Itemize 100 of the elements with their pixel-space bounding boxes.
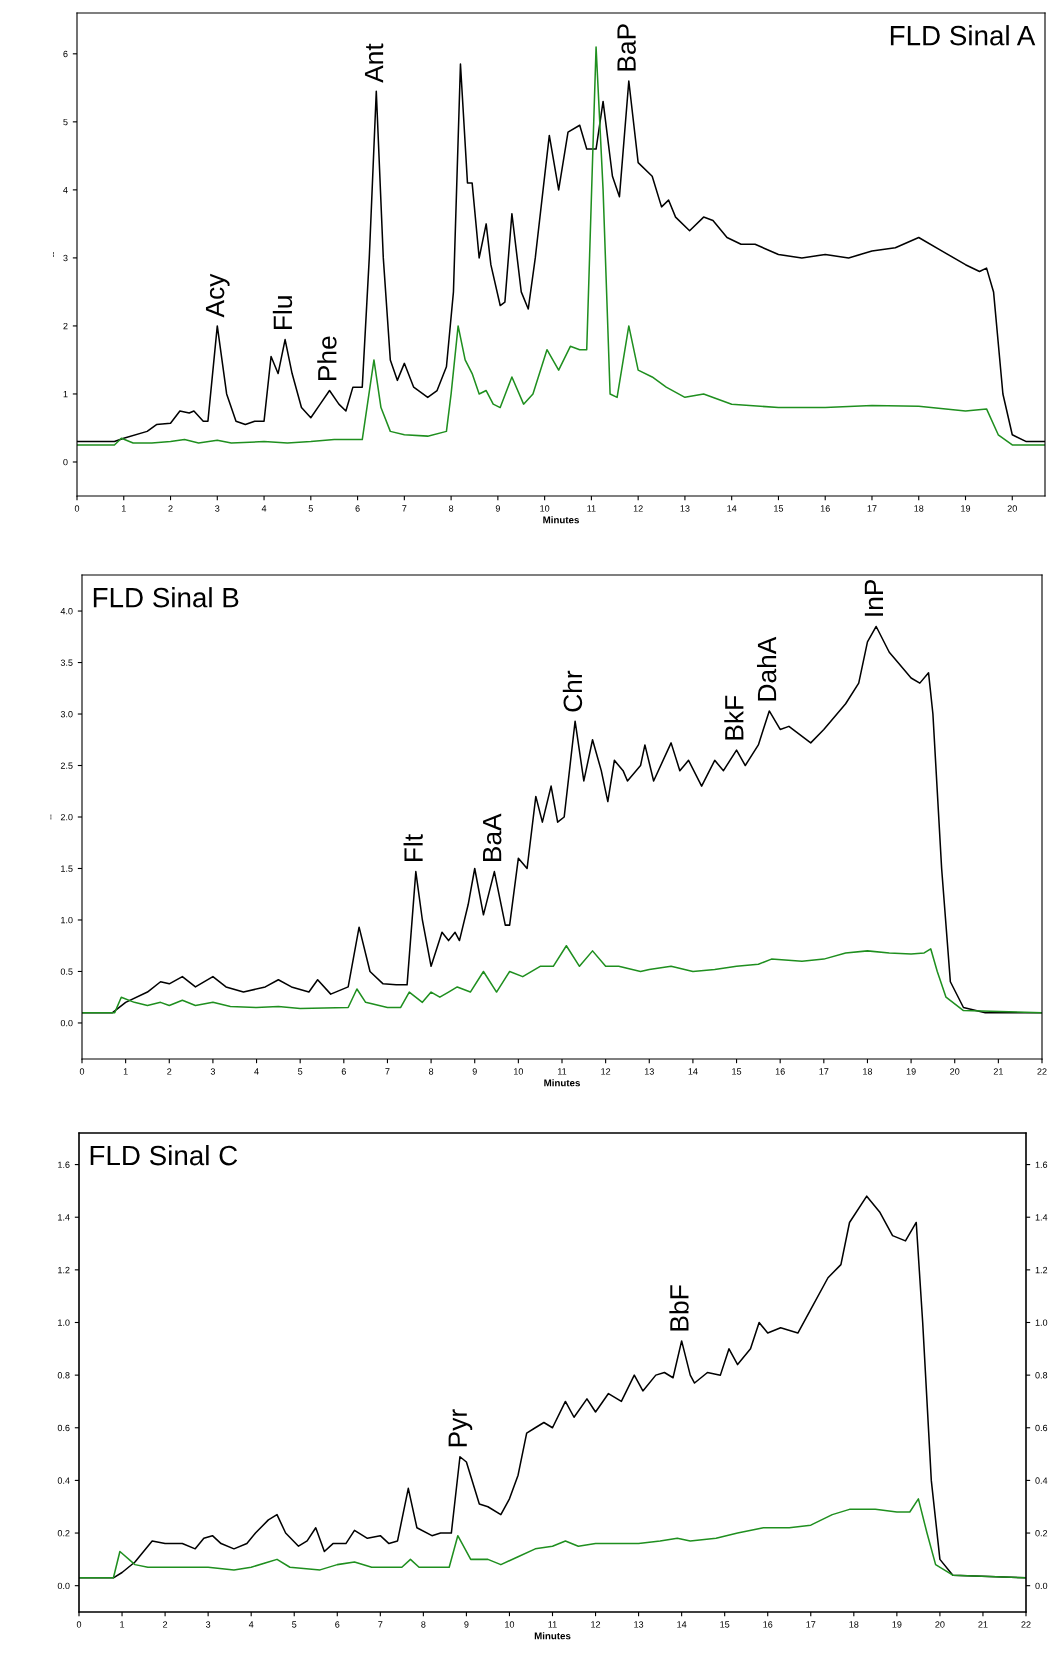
y-tick-label: 0	[63, 458, 68, 466]
annotation: DahA	[756, 636, 777, 701]
y-tick-label: 1.6	[58, 1161, 70, 1168]
y-tick-label: 3	[63, 254, 68, 262]
x-tick-label: 4	[248, 1621, 254, 1628]
x-tick-label: 0	[79, 1068, 85, 1075]
x-tick-label: 9	[472, 1068, 477, 1075]
x-tick-label: 1	[121, 505, 126, 512]
x-tick-label: 7	[378, 1621, 383, 1628]
y-tick-label: 1.0	[58, 1319, 70, 1326]
y-tick-label: 1.5	[61, 865, 73, 872]
x-tick-label: 5	[308, 505, 313, 512]
x-tick-label: 2	[167, 1068, 172, 1075]
y-tick-label: 2.5	[60, 762, 73, 769]
y-tick-label: 2.0	[60, 813, 73, 821]
y2-tick-label: 0.8	[1035, 1372, 1048, 1379]
chart-title: FLD Sinal C	[90, 1144, 238, 1166]
y2-tick-label: 1.6	[1035, 1161, 1048, 1168]
x-tick-label: 3	[205, 1621, 211, 1628]
x-tick-label: 17	[806, 1621, 816, 1628]
y-tick-label: 4	[63, 186, 68, 194]
x-tick-label: 3	[210, 1068, 216, 1075]
x-tick-label: 21	[978, 1621, 988, 1628]
x-tick-label: 15	[732, 1068, 742, 1075]
x-tick-label: 1	[123, 1068, 128, 1075]
x-tick-label: 6	[335, 1621, 340, 1628]
x-tick-label: 19	[892, 1621, 902, 1628]
y-tick-label: 0.0	[57, 1582, 70, 1590]
x-tick-label: 12	[591, 1621, 601, 1628]
y-tick-label: 0.6	[57, 1424, 70, 1432]
x-tick-label: 10	[505, 1621, 515, 1628]
x-tick-label: 13	[634, 1621, 644, 1628]
x-tick-label: 5	[292, 1621, 297, 1628]
annotation: BaA	[483, 813, 502, 862]
x-tick-label: 16	[775, 1068, 785, 1075]
y-tick-label: 5	[63, 118, 68, 126]
x-tick-label: 14	[688, 1068, 698, 1075]
x-axis-title: Minutes	[544, 1079, 580, 1087]
x-tick-label: 4	[261, 505, 267, 512]
x-tick-label: 20	[950, 1068, 960, 1075]
x-tick-label: 16	[820, 505, 830, 512]
y-tick-label: 3.0	[60, 710, 73, 718]
x-tick-label: 13	[644, 1068, 654, 1075]
x-tick-label: 16	[763, 1621, 773, 1628]
x-tick-label: 8	[421, 1621, 426, 1628]
x-tick-label: 5	[298, 1068, 303, 1075]
y-tick-label: 1.2	[58, 1266, 70, 1274]
annotation: BkF	[724, 695, 744, 740]
x-tick-label: 9	[495, 505, 500, 512]
y2-tick-label: 0.2	[1035, 1530, 1048, 1537]
x-tick-label: 19	[906, 1068, 916, 1075]
x-tick-label: 20	[1007, 505, 1017, 512]
chart-title: FLD Sinal A	[890, 25, 1036, 46]
line-series	[79, 1498, 1026, 1579]
y2-tick-label: 1.0	[1035, 1319, 1048, 1326]
annotation: Flu	[272, 296, 293, 330]
x-tick-label: 17	[867, 505, 877, 512]
annotation: InP	[864, 579, 884, 616]
y-tick-label: 4.0	[60, 608, 73, 615]
x-tick-label: 18	[849, 1621, 859, 1628]
annotation: BbF	[669, 1285, 689, 1331]
x-tick-label: 1	[120, 1621, 125, 1628]
x-tick-label: 8	[448, 505, 454, 512]
x-tick-label: 11	[558, 1068, 567, 1075]
annotation: Chr	[562, 670, 583, 712]
x-tick-label: 14	[727, 505, 737, 512]
x-tick-label: 3	[215, 505, 220, 512]
annotation: Pyr	[448, 1409, 473, 1447]
y-tick-label: 3.5	[60, 659, 73, 666]
y-tick-label: 0.8	[57, 1372, 70, 1379]
y2-tick-label: 0.6	[1035, 1424, 1048, 1432]
line-series	[82, 944, 1042, 1014]
x-tick-label: 0	[76, 1621, 82, 1628]
x-tick-label: 11	[548, 1621, 557, 1628]
y2-tick-label: 0.4	[1035, 1477, 1048, 1484]
x-tick-label: 14	[677, 1621, 687, 1628]
x-tick-label: 7	[402, 505, 407, 512]
y-tick-label: 1.4	[58, 1214, 70, 1221]
y2-tick-label: 1.4	[1035, 1214, 1048, 1221]
x-tick-label: 8	[428, 1068, 434, 1075]
y2-tick-label: 1.2	[1035, 1266, 1048, 1274]
y-tick-label: 0.4	[57, 1477, 70, 1484]
annotation: Phe	[317, 336, 337, 381]
chart-title: FLD Sinal B	[93, 587, 239, 608]
x-tick-label: 18	[914, 505, 924, 512]
x-tick-label: 10	[514, 1068, 524, 1075]
y-tick-label: 1	[63, 391, 68, 398]
x-tick-label: 12	[633, 505, 643, 512]
y-axis-title: --	[50, 814, 52, 820]
y-axis-title: --	[53, 252, 54, 257]
x-tick-label: 20	[935, 1621, 945, 1628]
y-tick-label: 0.5	[60, 968, 73, 975]
x-axis-title: Minutes	[534, 1632, 571, 1640]
y-tick-label: 1.0	[61, 916, 73, 924]
y-tick-label: 2	[63, 322, 68, 330]
x-tick-label: 2	[168, 505, 173, 512]
y-tick-label: 0.0	[60, 1019, 73, 1027]
y2-tick-label: 0.0	[1035, 1582, 1048, 1590]
x-tick-label: 0	[74, 505, 80, 512]
x-tick-label: 10	[540, 505, 550, 512]
